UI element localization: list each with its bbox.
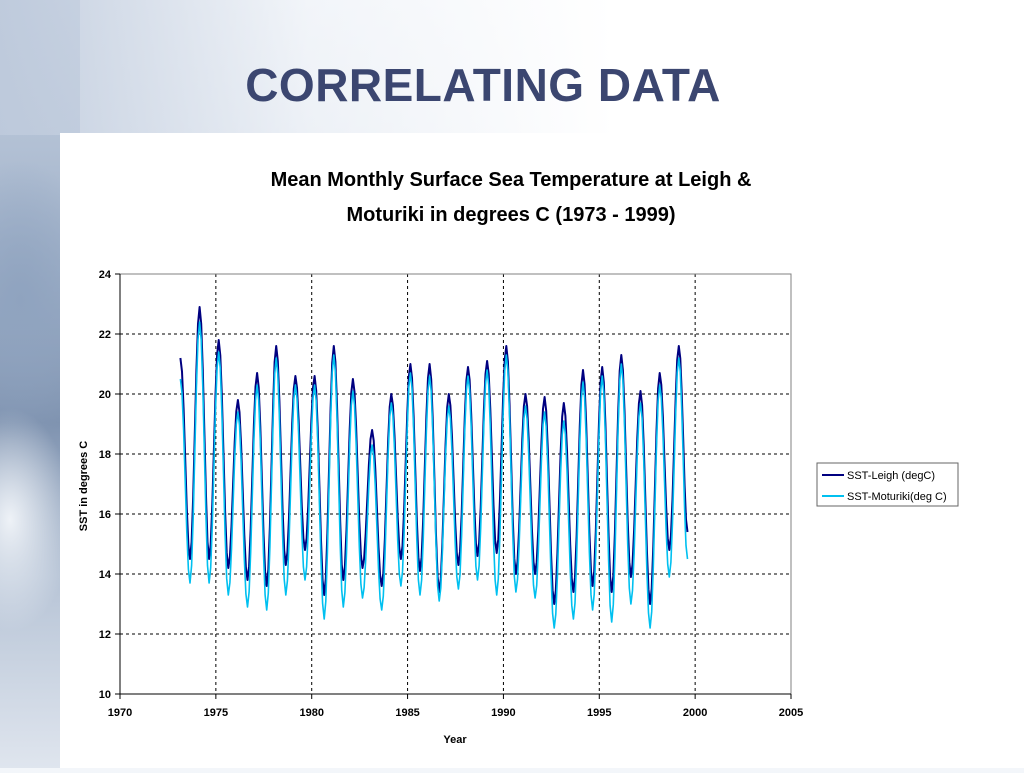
- legend: SST-Leigh (degC) SST-Moturiki(deg C): [816, 462, 959, 507]
- y-tick-label: 12: [99, 629, 111, 641]
- x-tick-label: 1970: [108, 707, 132, 719]
- legend-label-leigh: SST-Leigh (degC): [847, 470, 935, 482]
- y-tick-label: 22: [99, 329, 111, 341]
- x-tick-label: 1975: [204, 707, 228, 719]
- x-tick-label: 1985: [395, 707, 419, 719]
- legend-label-moturiki: SST-Moturiki(deg C): [847, 491, 947, 503]
- chart-title-line-1: Mean Monthly Surface Sea Temperature at …: [271, 169, 752, 191]
- legend-box: [816, 462, 959, 507]
- y-tick-label: 18: [99, 449, 111, 461]
- y-tick-label: 14: [99, 569, 112, 581]
- x-tick-label: 1980: [299, 707, 323, 719]
- sst-line-chart: Mean Monthly Surface Sea Temperature at …: [78, 169, 959, 746]
- y-tick-label: 20: [99, 389, 111, 401]
- series-group: [179, 306, 689, 629]
- chart-title-line-2: Moturiki in degrees C (1973 - 1999): [346, 204, 675, 226]
- x-axis-label: Year: [443, 734, 467, 746]
- x-tick-label: 1995: [587, 707, 611, 719]
- background-top-band: [0, 0, 1024, 135]
- y-tick-label: 16: [99, 509, 111, 521]
- slide-title: CORRELATING DATA: [245, 59, 721, 111]
- x-tick-label: 1990: [491, 707, 515, 719]
- x-tick-label: 2000: [683, 707, 707, 719]
- axes: 1970 1975 1980 1985 1990 1995 2000 2005 10 12 14 16…: [99, 269, 803, 719]
- chart-panel: Mean Monthly Surface Sea Temperature at …: [60, 133, 1024, 768]
- series-line-moturiki: [179, 321, 689, 629]
- grid: [120, 274, 791, 694]
- plot-area-frame: [119, 273, 792, 695]
- y-tick-label: 10: [99, 689, 111, 701]
- y-tick-label: 24: [99, 269, 112, 281]
- x-tick-label: 2005: [779, 707, 803, 719]
- y-axis-label: SST in degrees C: [78, 441, 90, 532]
